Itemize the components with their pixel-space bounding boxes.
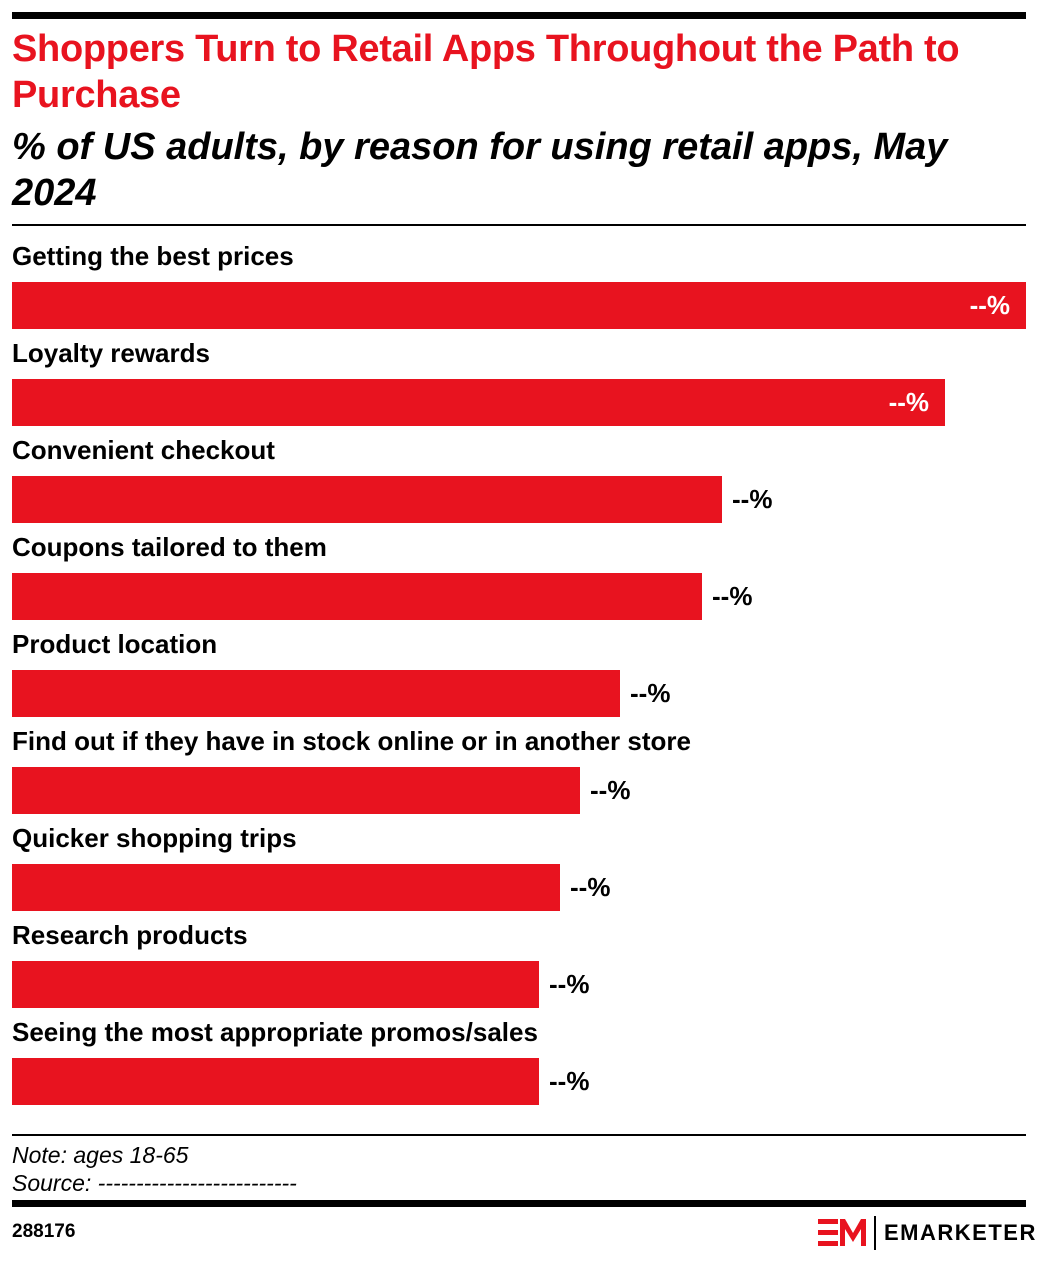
bar: [12, 864, 560, 911]
value-label: --%: [732, 484, 773, 514]
bar: [12, 282, 1026, 329]
header-rule: [12, 224, 1026, 226]
bar: [12, 573, 702, 620]
bar: [12, 1058, 539, 1105]
value-label: --%: [888, 387, 929, 417]
bottom-rule: [12, 1200, 1026, 1207]
category-label: Seeing the most appropriate promos/sales: [12, 1017, 538, 1047]
category-label: Research products: [12, 920, 248, 950]
bar: [12, 379, 945, 426]
value-label: --%: [570, 872, 611, 902]
category-label: Coupons tailored to them: [12, 532, 327, 562]
brand-name: EMARKETER: [884, 1220, 1037, 1245]
chart-source: Source: --------------------------: [12, 1170, 297, 1196]
chart-note: Note: ages 18-65: [12, 1142, 189, 1168]
value-label: --%: [590, 775, 631, 805]
em-logo-icon: [818, 1219, 866, 1246]
chart-id: 288176: [12, 1221, 76, 1242]
top-rule: [12, 12, 1026, 19]
logo-divider: [874, 1216, 876, 1250]
category-label: Find out if they have in stock online or…: [12, 726, 691, 756]
category-label: Convenient checkout: [12, 435, 275, 465]
chart-subtitle: % of US adults, by reason for using reta…: [12, 126, 948, 214]
category-label: Loyalty rewards: [12, 338, 210, 368]
bar-chart: Getting the best prices --% Loyalty reward…: [12, 240, 1026, 1120]
category-label: Getting the best prices: [12, 241, 294, 271]
value-label: --%: [630, 678, 671, 708]
value-label: --%: [549, 969, 590, 999]
value-label: --%: [712, 581, 753, 611]
bar: [12, 476, 722, 523]
value-label: --%: [969, 290, 1010, 320]
bar: [12, 670, 620, 717]
category-label: Product location: [12, 629, 218, 659]
chart-title: Shoppers Turn to Retail Apps Throughout …: [12, 28, 960, 116]
category-label: Quicker shopping trips: [12, 823, 297, 853]
bar: [12, 961, 539, 1008]
bar: [12, 767, 580, 814]
value-label: --%: [549, 1066, 590, 1096]
note-rule: [12, 1134, 1026, 1136]
emarketer-logo: EMARKETER: [818, 1216, 1035, 1250]
